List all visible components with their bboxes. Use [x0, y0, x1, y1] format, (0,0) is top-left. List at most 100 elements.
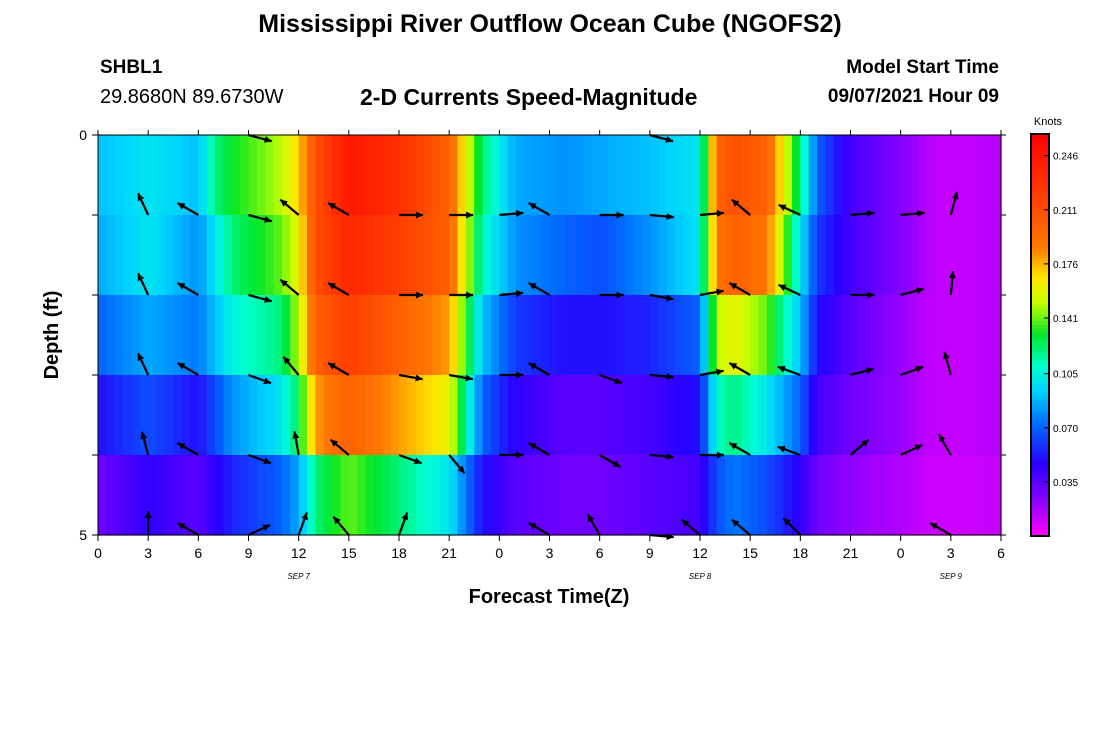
colorbar-segment	[1031, 154, 1049, 159]
heatmap-cell	[975, 375, 985, 456]
heatmap-cell	[992, 215, 1002, 296]
heatmap-cell	[725, 295, 735, 376]
heatmap-cell	[950, 455, 960, 536]
current-vector	[399, 211, 423, 219]
heatmap-cell	[691, 455, 701, 536]
colorbar-segment	[1031, 492, 1049, 497]
colorbar-segment	[1031, 398, 1049, 403]
heatmap-cell	[557, 295, 567, 376]
heatmap-cell	[582, 135, 592, 216]
colorbar-segment	[1031, 304, 1049, 309]
heatmap-cell	[967, 375, 977, 456]
current-vector	[777, 365, 801, 377]
colorbar-segment	[1031, 435, 1049, 440]
current-vector	[599, 211, 624, 219]
heatmap-cell	[925, 455, 935, 536]
heatmap-cell	[791, 215, 801, 296]
colorbar-segment	[1031, 311, 1049, 316]
heatmap-cell	[674, 375, 684, 456]
heatmap-cell	[373, 455, 383, 536]
heatmap-cell	[574, 455, 584, 536]
heatmap-cell	[708, 375, 718, 456]
heatmap-cell	[399, 215, 408, 296]
heatmap-cell	[248, 455, 258, 536]
colorbar-segment	[1031, 472, 1049, 477]
heatmap-cell	[959, 375, 969, 456]
heatmap-cell	[424, 455, 434, 536]
colorbar-segment	[1031, 321, 1049, 326]
current-vector	[699, 210, 725, 218]
heatmap-cell	[298, 455, 308, 536]
heatmap-cell	[566, 375, 576, 456]
heatmap-cell	[164, 135, 174, 216]
current-vector	[900, 210, 925, 218]
heatmap-cell	[382, 455, 392, 536]
colorbar-segment	[1031, 458, 1049, 463]
heatmap-cell	[775, 375, 785, 456]
heatmap-cell	[825, 295, 835, 376]
colorbar-segment	[1031, 495, 1049, 500]
x-tick-label: 21	[843, 545, 859, 561]
colorbar-segment	[1031, 224, 1049, 229]
colorbar-tick-label: 0.211	[1053, 206, 1078, 217]
heatmap-cell	[114, 135, 124, 216]
heatmap-cell	[900, 215, 910, 296]
heatmap-cell	[892, 375, 902, 456]
heatmap-cell	[649, 215, 659, 296]
heatmap-cell	[524, 215, 534, 296]
current-vector	[332, 515, 350, 536]
heatmap-cell	[148, 295, 158, 376]
heatmap-cell	[875, 215, 885, 296]
current-vector	[449, 291, 474, 299]
heatmap-cell	[298, 215, 308, 296]
heatmap-cell	[440, 295, 450, 376]
heatmap-cell	[465, 295, 475, 376]
colorbar-segment	[1031, 254, 1049, 259]
heatmap-cell	[357, 455, 367, 536]
colorbar-segment	[1031, 157, 1049, 162]
current-vector	[499, 210, 524, 218]
heatmap-cell	[365, 455, 375, 536]
heatmap-cell	[741, 215, 751, 296]
colorbar-tick-label: 0.176	[1053, 260, 1078, 271]
heatmap-cell	[867, 375, 877, 456]
heatmap-cell	[950, 135, 960, 216]
colorbar-segment	[1031, 147, 1049, 152]
heatmap-cell	[290, 135, 300, 216]
heatmap-cell	[842, 375, 852, 456]
x-tick-label: 6	[596, 545, 604, 561]
heatmap-cell	[808, 295, 818, 376]
heatmap-cell	[858, 215, 868, 296]
colorbar-segment	[1031, 231, 1049, 236]
heatmap-cell	[139, 455, 149, 536]
heatmap-cell	[365, 375, 375, 456]
colorbar-segment	[1031, 425, 1049, 430]
heatmap-cell	[725, 455, 735, 536]
colorbar-segment	[1031, 170, 1049, 175]
heatmap-cell	[407, 135, 417, 216]
heatmap-cell	[967, 215, 977, 296]
heatmap-cell	[307, 135, 316, 216]
heatmap-cell	[181, 455, 191, 536]
heatmap-cell	[474, 215, 484, 296]
colorbar-segment	[1031, 281, 1049, 286]
current-vector	[699, 368, 724, 377]
heatmap-cell	[273, 295, 283, 376]
heatmap-cell	[541, 455, 551, 536]
current-vector	[248, 213, 272, 223]
main-title: Mississippi River Outflow Ocean Cube (NG…	[258, 10, 842, 38]
model-start-value: 09/07/2021 Hour 09	[827, 86, 999, 107]
heatmap-cell	[390, 455, 400, 536]
heatmap-cell	[390, 135, 400, 216]
heatmap-cell	[206, 215, 216, 296]
colorbar-segment	[1031, 184, 1049, 189]
colorbar-segment	[1031, 519, 1049, 524]
heatmap-cell	[758, 375, 768, 456]
current-vectors	[137, 133, 959, 540]
colorbar-segment	[1031, 415, 1049, 420]
colorbar-segment	[1031, 345, 1049, 349]
heatmap-cell	[290, 215, 300, 296]
heatmap-cell	[181, 295, 191, 376]
colorbar-segment	[1031, 381, 1049, 386]
heatmap-cell	[449, 375, 459, 456]
